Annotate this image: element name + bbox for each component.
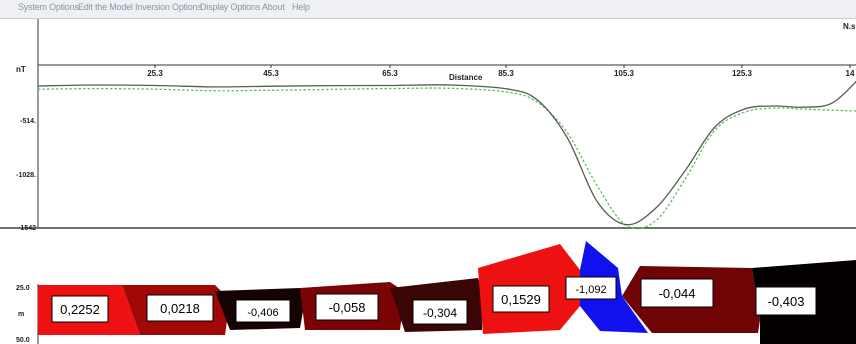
distance-axis-title: Distance xyxy=(449,73,483,82)
menu-about[interactable]: About xyxy=(262,2,285,12)
x-tick-label: 105.3 xyxy=(614,69,635,78)
menu-edit-the-model[interactable]: Edit the Model xyxy=(78,2,133,12)
body-value-6: 0,1529 xyxy=(501,292,541,307)
x-tick-label: 45.3 xyxy=(263,69,279,78)
body-value-2: 0,0218 xyxy=(160,301,200,316)
y-tick-label: -514. xyxy=(20,118,36,125)
y-tick-label: -1542 xyxy=(18,225,36,232)
body-label-box-3 xyxy=(235,299,291,323)
profile-panel: nT Distance N.s 25.3 45.3 65.3 85.3 105.3 125… xyxy=(0,19,856,232)
depth-unit-label: m xyxy=(18,311,24,318)
body-value-1: 0,2252 xyxy=(60,302,100,317)
menu-bar: System Options Edit the Model Inversion … xyxy=(0,0,856,19)
depth-tick-25: 25.0 xyxy=(16,285,30,292)
x-tick-label: 125.3 xyxy=(732,69,753,78)
body-label-box-7 xyxy=(565,276,617,300)
body-label-box-4 xyxy=(315,293,379,321)
body-value-7: -1,092 xyxy=(575,284,606,296)
observed-anomaly-curve xyxy=(37,87,856,230)
body-value-9: -0,403 xyxy=(768,294,805,309)
calculated-anomaly-curve xyxy=(37,80,856,226)
body-label-box-1 xyxy=(51,295,109,323)
body-label-box-8 xyxy=(640,278,714,308)
body-value-4: -0,058 xyxy=(329,300,366,315)
body-label-box-2 xyxy=(146,294,214,322)
depth-tick-50: 50.0 xyxy=(16,337,30,344)
corner-label: N.s xyxy=(843,22,856,31)
x-tick-label: 85.3 xyxy=(498,69,514,78)
body-value-8: -0,044 xyxy=(659,286,696,301)
y-tick-label: -1028. xyxy=(16,172,36,179)
menu-system-options[interactable]: System Options xyxy=(18,2,79,12)
body-label-box-6 xyxy=(492,285,550,313)
y-tick-group: -514. -1028. -1542 xyxy=(16,118,36,232)
cross-section-panel: 25.0 m 50.0 0,2252 0,0218 -0,406 -0,058 … xyxy=(16,241,856,344)
menu-inversion-options[interactable]: Inversion Options xyxy=(135,2,202,12)
menu-display-options[interactable]: Display Options xyxy=(200,2,261,12)
body-value-5: -0,304 xyxy=(423,306,457,320)
x-tick-label: 14 xyxy=(846,69,855,78)
body-value-3: -0,406 xyxy=(247,307,278,319)
body-label-box-5 xyxy=(412,299,468,325)
x-tick-label: 25.3 xyxy=(147,69,163,78)
unit-label: nT xyxy=(16,65,26,74)
body-label-box-9 xyxy=(755,286,817,316)
x-tick-label: 65.3 xyxy=(382,69,398,78)
menu-help[interactable]: Help xyxy=(292,2,310,12)
x-tick-group: 25.3 45.3 65.3 85.3 105.3 125.3 14 xyxy=(147,65,855,78)
